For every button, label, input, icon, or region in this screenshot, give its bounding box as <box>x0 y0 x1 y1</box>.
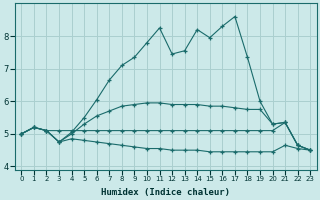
X-axis label: Humidex (Indice chaleur): Humidex (Indice chaleur) <box>101 188 230 197</box>
